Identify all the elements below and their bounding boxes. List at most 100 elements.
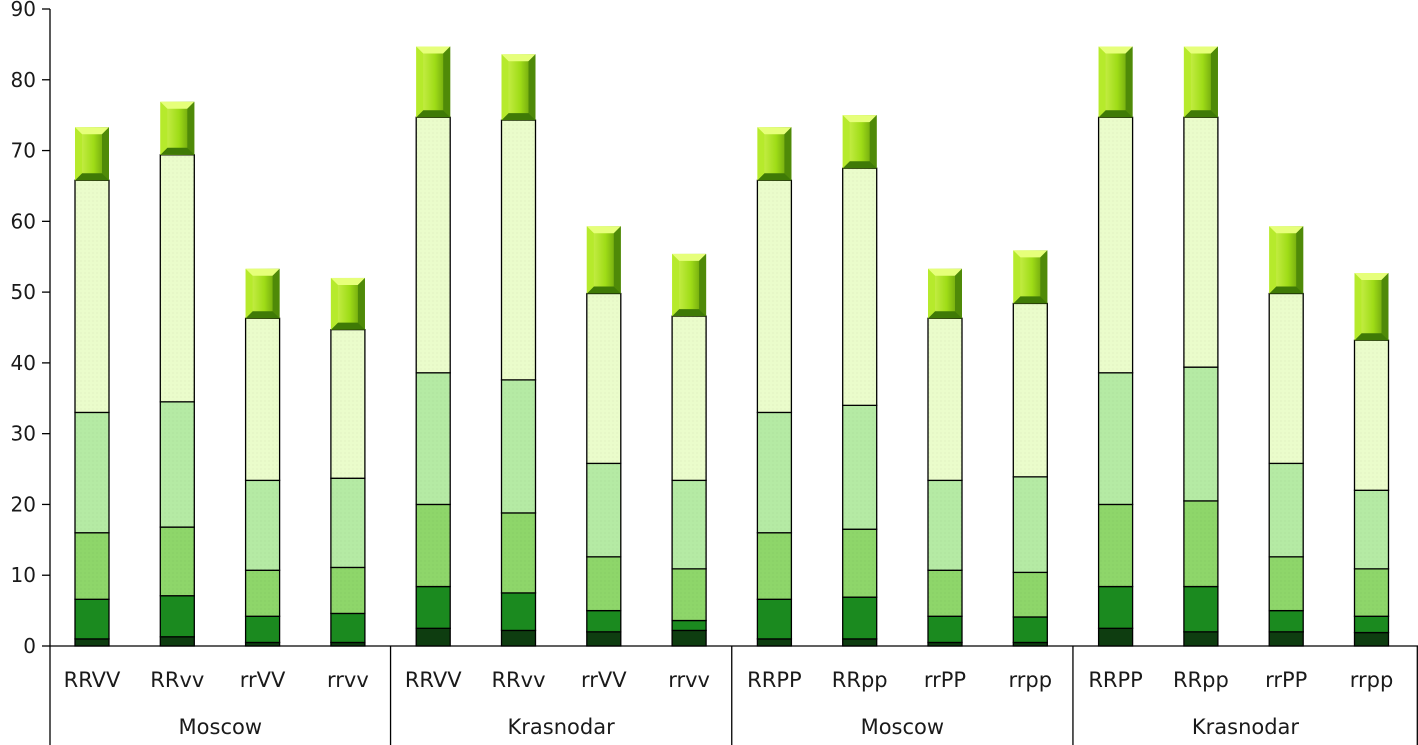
bar-cap-facet [955, 268, 962, 319]
bar-cap-facet [245, 311, 280, 319]
bar-segment [842, 596, 878, 640]
bar-segment [500, 592, 537, 632]
bar-cap-facet [928, 311, 962, 319]
bar-cap-facet [1354, 273, 1362, 341]
bar-cap-facet [272, 268, 280, 319]
y-tick-label: 60 [11, 209, 36, 233]
bar-segment-texture [330, 329, 365, 479]
y-tick-label: 90 [11, 0, 36, 21]
bar-segment-texture [757, 180, 792, 413]
bar-segment [244, 615, 281, 644]
bar-cap-facet [245, 268, 280, 276]
bar-cap-facet [528, 54, 536, 121]
bar-segment-texture [1269, 463, 1304, 557]
bar-segment-texture [75, 412, 109, 533]
bar-segment-texture [842, 405, 877, 530]
bar-segment-texture [501, 512, 536, 593]
bar-cap-facet [1381, 273, 1389, 341]
bar-segment [1353, 631, 1390, 647]
bar-segment [1268, 631, 1304, 647]
bar-segment-texture [586, 293, 621, 464]
bar-segment-texture [160, 527, 195, 596]
bar-segment-texture [672, 568, 707, 621]
category-label: rrVV [240, 668, 286, 692]
category-label: rrpp [1009, 668, 1053, 692]
bar-cap-facet [330, 322, 365, 330]
bar-segment [1268, 609, 1304, 633]
y-tick-label: 50 [11, 280, 36, 304]
group-label: Moscow [179, 715, 262, 739]
bar-cap-facet [869, 115, 877, 169]
bar-segment-texture [672, 316, 707, 481]
bar-segment-texture [1013, 476, 1048, 573]
bar-segment-texture [1269, 556, 1304, 611]
bar-cap-facet [1210, 46, 1218, 118]
bar-cap-facet [757, 127, 765, 181]
category-label: RRPP [747, 668, 802, 692]
bar-segment [756, 638, 793, 647]
bar-segment-texture [757, 532, 792, 600]
bar-segment-texture [1183, 500, 1218, 587]
bar-segment-texture [416, 117, 451, 373]
bar-segment-texture [586, 463, 621, 557]
bar-cap-facet [1013, 250, 1048, 258]
bar-cap-facet [1183, 46, 1218, 54]
bar-cap-facet [1013, 250, 1021, 304]
bar-segment [159, 636, 195, 647]
bar-cap-facet [613, 226, 621, 294]
bar-segment-texture [1269, 293, 1304, 464]
bar-segment-texture [1013, 303, 1048, 477]
bar-segment [500, 629, 537, 647]
bar-cap-facet [1354, 273, 1389, 281]
bar-segment [586, 609, 622, 633]
bar-segment-texture [245, 570, 280, 617]
group-label: Krasnodar [508, 715, 616, 739]
bar-segment [842, 638, 878, 647]
bar-cap-facet [160, 147, 195, 155]
category-label: RRpp [1173, 668, 1229, 692]
bar-segment-texture [330, 567, 365, 614]
bar-segment [74, 638, 110, 647]
group-label: Moscow [861, 715, 944, 739]
category-label: RRVV [405, 668, 462, 692]
bar-cap-facet [842, 161, 877, 169]
category-label: rrPP [1265, 668, 1307, 692]
bar-cap-facet [586, 226, 594, 294]
bar-cap-facet [1183, 46, 1191, 118]
bar-segment-texture [672, 480, 707, 569]
bar-cap-facet [501, 113, 536, 121]
bar-segment-texture [928, 318, 962, 481]
bar-cap-facet [1040, 250, 1048, 304]
bar-segment-texture [842, 168, 877, 406]
bar-cap-facet [1296, 226, 1304, 294]
bar-segment-texture [501, 379, 536, 513]
category-label: RRPP [1088, 668, 1143, 692]
bar-cap-facet [102, 127, 109, 181]
bar-cap-facet [784, 127, 792, 181]
bar-cap-facet [501, 54, 509, 121]
bar-cap-facet [1098, 46, 1133, 54]
category-label: rrpp [1350, 668, 1394, 692]
bar-cap-facet [1183, 110, 1218, 118]
bar-cap-facet [416, 110, 451, 118]
bar-cap-facet [757, 173, 792, 181]
category-label: RRvv [491, 668, 545, 692]
bar-cap-facet [672, 253, 680, 317]
bar-segment [1183, 631, 1219, 647]
bar-segment [671, 629, 707, 647]
bar-segment [1183, 585, 1219, 633]
bar-segment-texture [1098, 117, 1133, 373]
bar-segment [330, 612, 366, 644]
y-tick-label: 70 [11, 139, 36, 163]
bar-cap-facet [1098, 110, 1133, 118]
bar-segment-texture [75, 180, 109, 413]
bar-segment-texture [842, 529, 877, 598]
bar-segment [74, 598, 110, 640]
bar-segment [671, 619, 707, 632]
bar-cap-facet [187, 101, 195, 155]
bar-segment-texture [501, 120, 536, 380]
bar-cap-facet [1098, 46, 1106, 118]
bar-segment-texture [1098, 372, 1133, 505]
bar-cap-facet [416, 46, 451, 54]
